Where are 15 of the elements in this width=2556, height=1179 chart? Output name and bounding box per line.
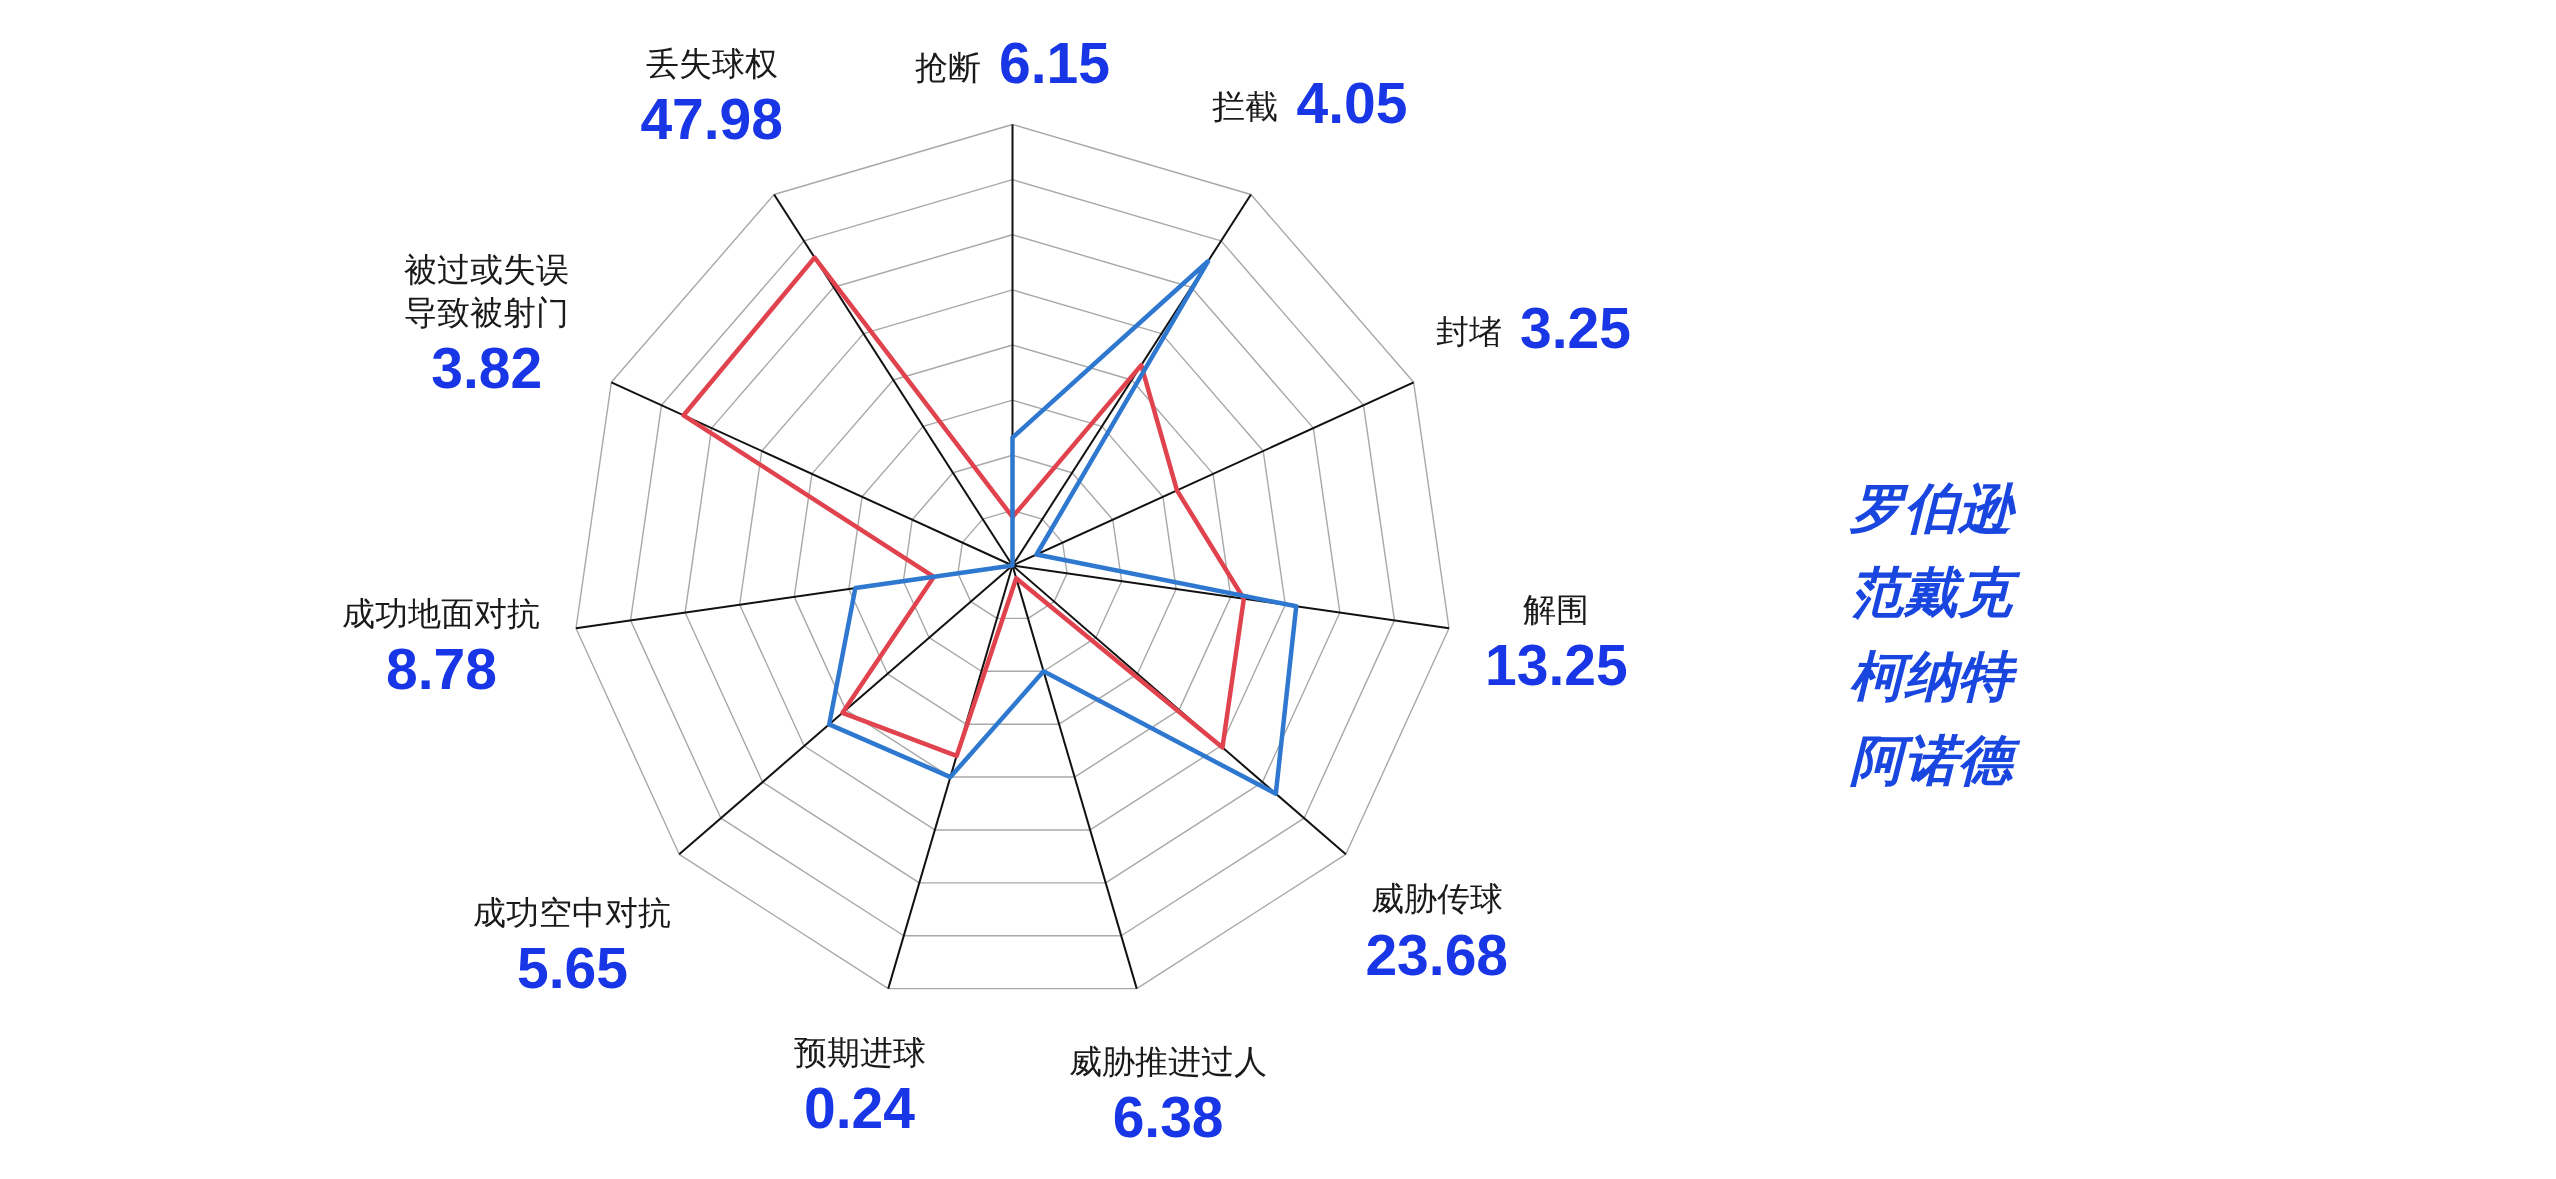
spoke-label: 预期进球 0.24 <box>793 1032 926 1140</box>
text: 罗伯逊 <box>1848 477 2017 540</box>
spoke-label: 成功地面对抗 8.78 <box>342 593 541 702</box>
spoke-label: 被过或失误导致被射门 3.82 <box>404 250 570 401</box>
text: 阿诺德 <box>1848 729 2021 792</box>
spoke-label: 威胁传球 23.68 <box>1365 879 1509 987</box>
spoke-label: 封堵 3.25 <box>1435 295 1631 360</box>
spoke-label: 成功空中对抗 5.65 <box>473 893 672 1001</box>
text: 柯纳特 <box>1849 645 2018 708</box>
text: 范戴克 <box>1849 561 2021 624</box>
spoke-label: 拦截 4.05 <box>1212 70 1408 135</box>
spoke-label: 抢断 6.15 <box>915 31 1110 96</box>
spoke-label: 威胁推进过人 6.38 <box>1069 1041 1268 1149</box>
spoke-label: 解围 13.25 <box>1485 590 1628 698</box>
spoke-label: 丢失球权 47.98 <box>640 43 784 151</box>
